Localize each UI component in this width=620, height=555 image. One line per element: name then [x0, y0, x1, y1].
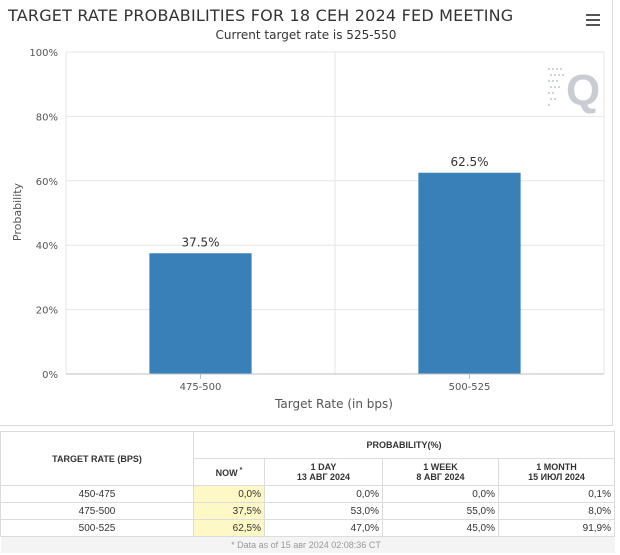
column-headers: NOW * 1 DAY 13 АВГ 2024 1 WEEK 8 АВГ 2024 1 M… [1, 458, 615, 486]
hamburger-menu-icon[interactable] [586, 14, 600, 26]
data-labels: 37.5% 62.5% [181, 155, 488, 250]
y-tick-label: 0% [42, 370, 58, 381]
probability-cell: 0,0% [382, 485, 499, 503]
probability-cell: 55,0% [382, 502, 499, 520]
y-axis-label: Probability [11, 182, 24, 241]
rate-cell: 475-500 [0, 502, 194, 520]
rate-cell: 450-475 [0, 485, 194, 503]
y-tick-label: 40% [36, 241, 58, 252]
probability-cell: 53,0% [264, 502, 383, 520]
footnote-marker: * [237, 466, 243, 474]
column-header-3: 1 MONTH 15 ИЮЛ 2024 [498, 458, 615, 486]
data-timestamp-footnote: * Data as of 15 авг 2024 02:08:36 CT [0, 536, 615, 553]
x-tick-label: 475-500 [180, 382, 222, 393]
column-header-date: 15 ИЮЛ 2024 [528, 472, 585, 482]
watermark-dot [554, 98, 556, 100]
probability-cell: 0,0% [264, 485, 383, 503]
probability-cell: 0,1% [498, 485, 615, 503]
data-label: 62.5% [450, 155, 488, 169]
chart-title: TARGET RATE PROBABILITIES FOR 18 СЕН 202… [8, 6, 514, 25]
column-header-date: 8 АВГ 2024 [416, 472, 465, 482]
column-header-0: NOW * [193, 458, 265, 486]
watermark-letter: Q [566, 66, 600, 115]
watermark-dot [556, 68, 558, 70]
watermark-dot [554, 74, 556, 76]
probability-cell: 91,9% [498, 519, 615, 537]
grid-lines [65, 51, 605, 375]
chart-subtitle: Current target rate is 525-550 [215, 28, 397, 42]
watermark-dot [550, 98, 552, 100]
chart-panel: TARGET RATE PROBABILITIES FOR 18 СЕН 202… [0, 0, 613, 426]
header-probability: PROBABILITY(%) [193, 431, 615, 459]
watermark-dot [552, 92, 554, 94]
watermark-logo: Q [548, 66, 600, 115]
bars [149, 172, 521, 374]
watermark-dot [550, 86, 552, 88]
table-body: 450-475 0,0% 0,0% 0,0% 0,1% 475-500 37,5% 53,0%… [0, 485, 615, 553]
x-tick-label: 500-525 [449, 382, 491, 393]
table-row: 450-475 0,0% 0,0% 0,0% 0,1% [0, 485, 615, 503]
column-header-label: NOW * [215, 466, 243, 478]
column-header-2: 1 WEEK 8 АВГ 2024 [382, 458, 499, 486]
watermark-dot [552, 80, 554, 82]
bar-500-525[interactable] [418, 172, 521, 374]
watermark-dot [548, 68, 550, 70]
probability-cell: 47,0% [264, 519, 383, 537]
probability-cell: 45,0% [382, 519, 499, 537]
probability-cell: 37,5% [193, 502, 265, 520]
watermark-dot [548, 80, 550, 82]
data-label: 37.5% [181, 235, 219, 249]
table-row: 475-500 37,5% 53,0% 55,0% 8,0% [0, 502, 615, 520]
watermark-dot [558, 74, 560, 76]
watermark-dot [562, 74, 564, 76]
probability-cell: 62,5% [193, 519, 265, 537]
column-header-label: 1 WEEK [423, 462, 458, 472]
y-tick-label: 20% [36, 306, 58, 317]
watermark-dot [548, 92, 550, 94]
column-header-label: 1 MONTH [536, 462, 577, 472]
watermark-dot [560, 68, 562, 70]
y-tick-label: 60% [36, 177, 58, 188]
watermark-dot [550, 74, 552, 76]
y-tick-label: 100% [29, 48, 58, 59]
watermark-dot [552, 68, 554, 70]
watermark-dot [556, 80, 558, 82]
y-tick-label: 80% [36, 112, 58, 123]
probability-table: TARGET RATE (BPS) PROBABILITY(%) NOW * 1 … [0, 431, 615, 553]
table-row: 500-525 62,5% 47,0% 45,0% 91,9% [0, 519, 615, 537]
rate-cell: 500-525 [0, 519, 194, 537]
probability-cell: 0,0% [193, 485, 265, 503]
x-axis-label: Target Rate (in bps) [274, 397, 393, 411]
probability-cell: 8,0% [498, 502, 615, 520]
watermark-dot [554, 86, 556, 88]
axes: 0% 20% 40% 60% 80% 100% 475-500 500-525 [29, 48, 604, 393]
column-header-1: 1 DAY 13 АВГ 2024 [264, 458, 383, 486]
column-header-date: 13 АВГ 2024 [296, 472, 351, 482]
header-target-rate: TARGET RATE (BPS) [0, 431, 194, 486]
watermark-dot [548, 104, 550, 106]
bar-chart: Q 37.5% 62.5% 0% 20% 40% 60% 80% 100% 475-500 50… [11, 48, 605, 411]
watermark-dot [558, 86, 560, 88]
column-header-label: 1 DAY [310, 462, 337, 472]
bar-475-500[interactable] [149, 253, 252, 374]
